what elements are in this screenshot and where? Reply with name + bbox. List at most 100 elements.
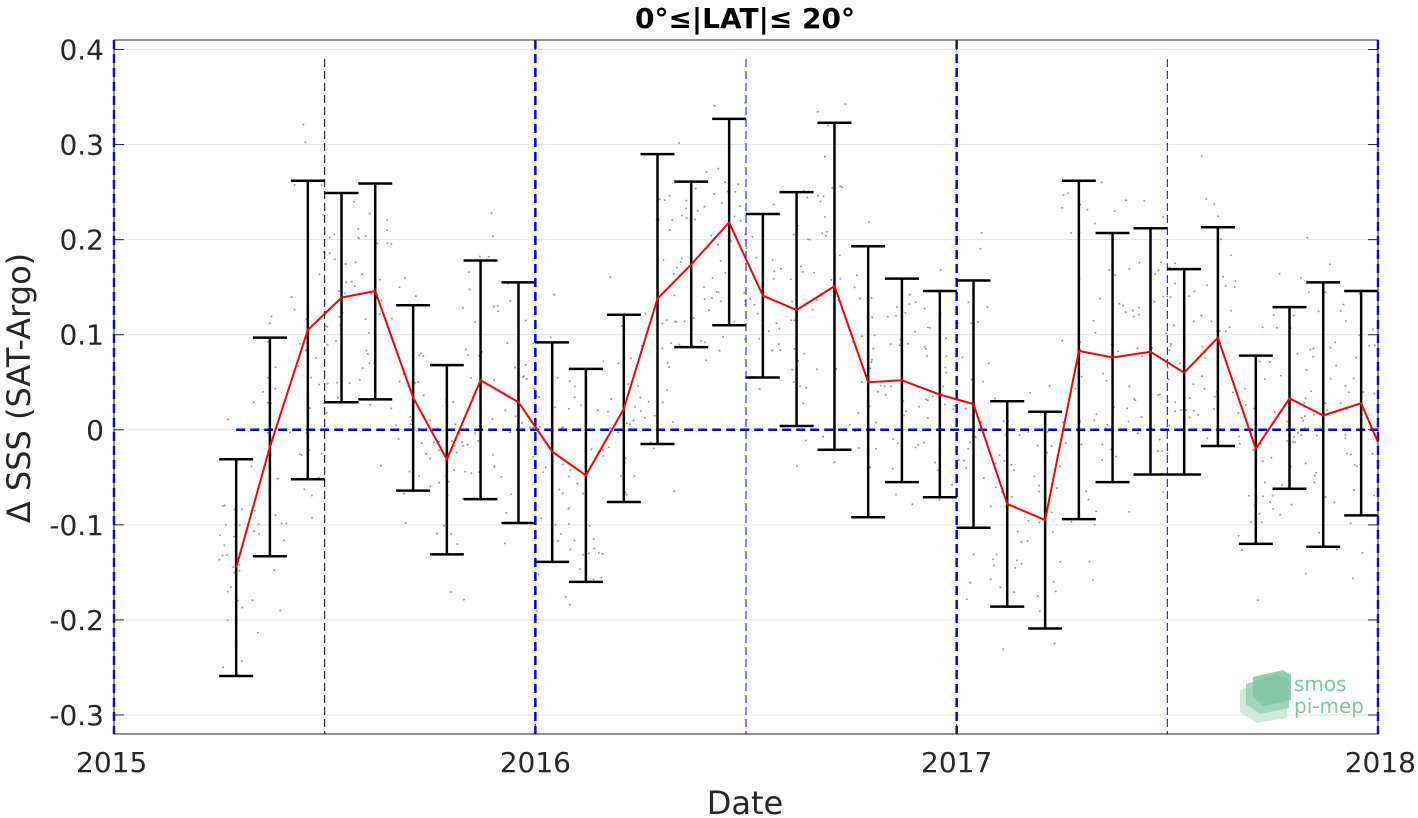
scatter-point — [567, 407, 570, 410]
scatter-point — [596, 409, 599, 412]
scatter-point — [1126, 407, 1129, 410]
scatter-point — [506, 341, 509, 344]
scatter-point — [318, 273, 321, 276]
y-axis-title: Δ SSS (SAT-Argo) — [0, 253, 38, 523]
scatter-point — [1371, 452, 1374, 455]
scatter-point — [979, 247, 982, 250]
scatter-point — [370, 292, 373, 295]
scatter-point — [839, 185, 842, 188]
scatter-point — [361, 273, 364, 276]
scatter-point — [1333, 501, 1336, 504]
scatter-point — [964, 407, 967, 410]
scatter-point — [1192, 320, 1195, 323]
scatter-point — [532, 455, 535, 458]
scatter-point — [992, 564, 995, 567]
scatter-point — [326, 343, 329, 346]
scatter-point — [1250, 521, 1253, 524]
scatter-point — [914, 301, 917, 304]
scatter-point — [1229, 309, 1232, 312]
scatter-point — [609, 427, 611, 429]
scatter-point — [561, 426, 564, 429]
error-bar — [219, 458, 254, 678]
scatter-point — [839, 277, 842, 280]
scatter-point — [600, 576, 603, 579]
scatter-point — [831, 186, 834, 189]
scatter-point — [965, 598, 968, 601]
scatter-point — [770, 349, 773, 352]
scatter-point — [703, 286, 705, 289]
scatter-point — [961, 356, 964, 359]
scatter-point — [853, 286, 856, 289]
scatter-point — [830, 278, 833, 281]
scatter-point — [1306, 236, 1309, 239]
scatter-point — [1368, 344, 1371, 347]
scatter-point — [1297, 431, 1299, 434]
scatter-point — [896, 442, 899, 445]
scatter-point — [1258, 360, 1261, 363]
scatter-point — [1329, 377, 1332, 380]
scatter-point — [297, 365, 300, 367]
scatter-point — [1352, 377, 1355, 380]
scatter-point — [391, 317, 393, 320]
scatter-point — [567, 507, 570, 510]
scatter-point — [253, 509, 256, 512]
scatter-point — [1213, 407, 1215, 410]
scatter-point — [491, 418, 494, 420]
scatter-point — [1157, 269, 1160, 272]
scatter-point — [1020, 541, 1023, 543]
scatter-point — [838, 254, 841, 257]
scatter-point — [867, 221, 870, 223]
scatter-point — [957, 459, 960, 461]
scatter-point — [1133, 397, 1136, 400]
chart-title: 0°≤|LAT|≤ 20° — [635, 2, 855, 35]
scatter-point — [693, 218, 696, 221]
scatter-point — [1373, 344, 1376, 347]
scatter-point — [1093, 419, 1096, 422]
scatter-point — [288, 431, 291, 434]
scatter-point — [222, 666, 225, 669]
scatter-point — [240, 508, 243, 511]
scatter-point — [429, 419, 432, 422]
scatter-point — [336, 381, 339, 384]
scatter-point — [758, 337, 761, 340]
scatter-point — [673, 490, 676, 493]
scatter-point — [1168, 424, 1171, 427]
scatter-point — [1143, 199, 1146, 202]
scatter-point — [257, 523, 260, 526]
scatter-point — [326, 325, 329, 328]
scatter-point — [569, 603, 571, 606]
scatter-point — [233, 571, 236, 574]
scatter-point — [1261, 326, 1264, 329]
scatter-point — [662, 259, 665, 261]
scatter-point — [1074, 387, 1077, 390]
scatter-point — [694, 187, 697, 190]
scatter-point — [252, 401, 255, 404]
scatter-point — [705, 171, 708, 173]
scatter-point — [1237, 411, 1240, 414]
scatter-point — [994, 462, 997, 465]
scatter-point — [1238, 442, 1241, 445]
scatter-point — [819, 200, 822, 203]
scatter-point — [1345, 320, 1347, 323]
scatter-point — [1299, 276, 1302, 279]
scatter-point — [817, 194, 820, 197]
scatter-point — [1136, 432, 1139, 435]
scatter-point — [544, 466, 547, 469]
scatter-point — [1328, 263, 1331, 266]
scatter-point — [644, 312, 647, 315]
scatter-point — [779, 349, 782, 351]
scatter-point — [1302, 419, 1305, 422]
scatter-point — [1355, 356, 1358, 359]
scatter-point — [1156, 450, 1159, 453]
scatter-point — [982, 477, 985, 480]
scatter-point — [719, 300, 722, 303]
scatter-point — [995, 553, 998, 556]
scatter-point — [700, 339, 703, 342]
logo-text-pimep: pi-mep — [1294, 694, 1364, 718]
scatter-point — [703, 205, 706, 208]
scatter-point — [1131, 309, 1134, 312]
scatter-point — [1324, 402, 1327, 405]
scatter-point — [345, 281, 348, 284]
scatter-point — [333, 258, 336, 261]
scatter-point — [1027, 520, 1030, 523]
